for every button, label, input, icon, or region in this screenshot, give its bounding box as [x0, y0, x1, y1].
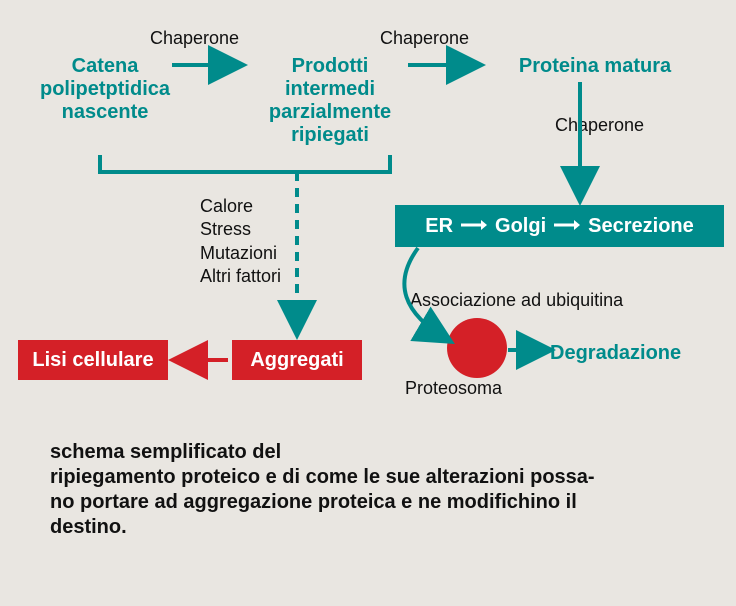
node-prodotti: Prodotti intermedi parzialmente ripiegat…: [240, 55, 420, 147]
node-degradazione: Degradazione: [550, 342, 681, 365]
label-chaperone-1: Chaperone: [150, 28, 239, 49]
box-aggregati: Aggregati: [232, 340, 362, 380]
arrow-icon: [461, 215, 487, 238]
label-chaperone-2: Chaperone: [380, 28, 469, 49]
factor-calore: Calore: [200, 195, 281, 218]
factor-mutazioni: Mutazioni: [200, 242, 281, 265]
label-chaperone-3: Chaperone: [555, 115, 644, 136]
factor-stress: Stress: [200, 218, 281, 241]
pathway-golgi: Golgi: [495, 215, 546, 238]
node-proteina: Proteina matura: [480, 55, 710, 78]
arrow-icon: [554, 215, 580, 238]
node-catena: Catena polipetptidica nascente: [20, 55, 190, 124]
pathway-er: ER: [425, 215, 453, 238]
proteosoma-circle: [447, 318, 507, 378]
label-assoc-ubiquitina: Associazione ad ubiquitina: [410, 290, 623, 311]
pathway-box: ER Golgi Secrezione: [395, 205, 724, 247]
label-proteosoma: Proteosoma: [405, 378, 502, 399]
box-lisi: Lisi cellulare: [18, 340, 168, 380]
factors-list: Calore Stress Mutazioni Altri fattori: [200, 195, 281, 289]
factor-altri: Altri fattori: [200, 265, 281, 288]
diagram-page: Catena polipetptidica nascente Prodotti …: [0, 0, 736, 606]
pathway-secrezione: Secrezione: [588, 215, 694, 238]
caption-text: schema semplificato del ripiegamento pro…: [50, 440, 670, 540]
